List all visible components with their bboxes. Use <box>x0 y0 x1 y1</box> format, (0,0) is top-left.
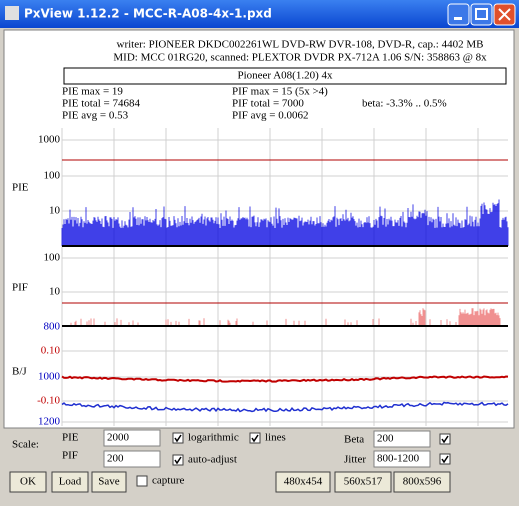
input-value: 200 <box>107 453 124 465</box>
label: Scale: <box>12 439 39 451</box>
chart-label: B/J <box>12 366 27 378</box>
check-mark <box>174 434 182 443</box>
app-icon <box>5 6 19 20</box>
writer-info: writer: PIONEER DKDC002261WL DVD-RW DVR-… <box>117 39 484 51</box>
button-label: Load <box>59 476 82 488</box>
tick-label: 100 <box>44 170 61 182</box>
label: auto-adjust <box>188 454 237 466</box>
checkbox[interactable] <box>172 454 184 466</box>
tick-label: 10 <box>49 286 61 298</box>
title-bar <box>0 0 519 28</box>
media-info: MID: MCC 01RG20, scanned: PLEXTOR DVDR P… <box>113 52 487 64</box>
graph-traces <box>61 199 509 413</box>
tick-label: 1000 <box>38 371 61 383</box>
checkbox[interactable] <box>136 475 148 487</box>
tick-label: 1000 <box>38 134 61 146</box>
button-label: 800x596 <box>403 476 442 488</box>
button[interactable] <box>51 471 89 493</box>
tick-label: 0.10 <box>41 345 61 357</box>
checkbox[interactable] <box>439 453 451 465</box>
close-icon <box>498 8 511 21</box>
stat: PIF avg = 0.0062 <box>232 110 308 122</box>
label: Jitter <box>344 454 366 466</box>
label: Beta <box>344 434 364 446</box>
stat: PIE avg = 0.53 <box>62 110 129 122</box>
check-mark <box>174 456 182 465</box>
button-label: Save <box>98 476 120 488</box>
checkbox[interactable] <box>249 432 261 444</box>
label: PIF <box>62 450 78 462</box>
tick-label: 100 <box>44 252 61 264</box>
minimize-button[interactable] <box>447 3 470 26</box>
stat: PIF total = 7000 <box>232 98 304 110</box>
label: PIE <box>62 432 79 444</box>
grid <box>61 128 508 426</box>
window-title: PxView 1.12.2 - MCC-R-A08-4x-1.pxd <box>24 7 272 21</box>
pie-trace <box>61 199 509 246</box>
input-value: 800-1200 <box>377 453 420 465</box>
button[interactable] <box>9 471 47 493</box>
input[interactable] <box>373 430 431 448</box>
input-value: 200 <box>377 433 394 445</box>
stat: PIF max = 15 (5x >4) <box>232 86 328 98</box>
drive-info: Pioneer A08(1.20) 4x <box>237 70 333 82</box>
button-label: 560x517 <box>344 476 383 488</box>
drive-box <box>63 67 507 85</box>
stat: beta: -3.3% .. 0.5% <box>362 98 447 110</box>
button[interactable] <box>91 471 127 493</box>
chart-label: PIE <box>12 182 29 194</box>
stat: PIE total = 74684 <box>62 98 141 110</box>
tick-label: 10 <box>49 205 61 217</box>
checkbox[interactable] <box>172 432 184 444</box>
minimize-icon <box>454 17 462 20</box>
button-label: 480x454 <box>284 476 323 488</box>
input[interactable] <box>103 450 161 468</box>
maximize-icon <box>475 8 488 20</box>
check-mark <box>251 434 259 443</box>
label: logarithmic <box>188 432 239 444</box>
maximize-button[interactable] <box>470 3 493 26</box>
pif-trace <box>70 308 501 326</box>
checkbox[interactable] <box>439 433 451 445</box>
stat: PIE max = 19 <box>62 86 123 98</box>
button-row: OK Load Save 480x454 560x517 800x596 <box>9 471 451 493</box>
button-label: OK <box>20 476 36 488</box>
check-mark <box>441 435 449 444</box>
input[interactable] <box>373 450 431 468</box>
input-value: 2000 <box>107 432 130 444</box>
check-mark <box>441 455 449 464</box>
tick-label: -0.10 <box>37 395 60 407</box>
label: capture <box>152 475 184 487</box>
input[interactable] <box>103 429 161 447</box>
tick-label: 1200 <box>38 416 61 428</box>
button[interactable] <box>393 471 451 493</box>
button[interactable] <box>275 471 331 493</box>
button[interactable] <box>334 471 392 493</box>
beta-trace <box>61 375 509 383</box>
jitter-trace <box>61 401 509 413</box>
tick-label: 800 <box>44 321 61 333</box>
chart-label: PIF <box>12 282 28 294</box>
label: lines <box>265 432 286 444</box>
